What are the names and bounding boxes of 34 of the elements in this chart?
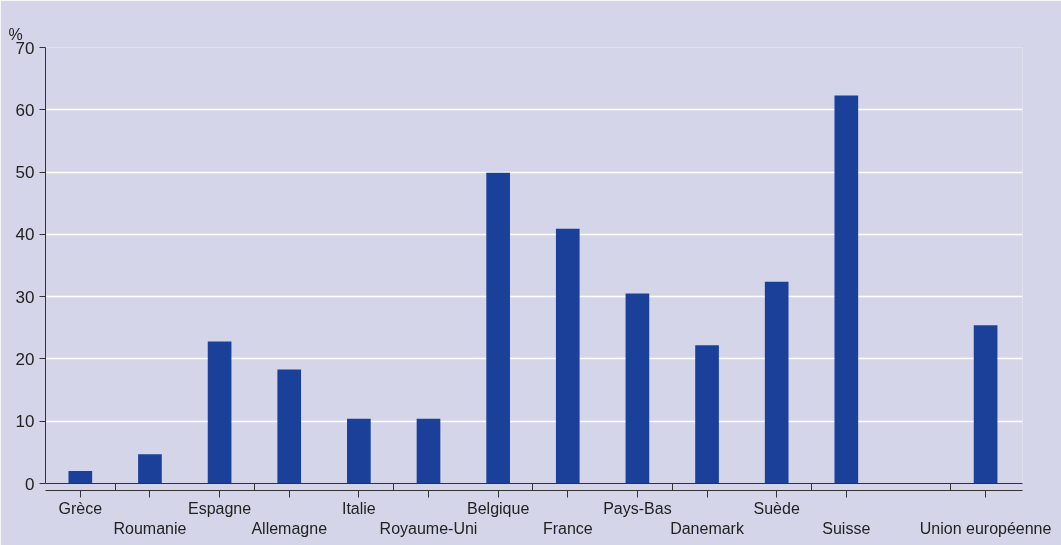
y-tick-label: 20 [15, 349, 35, 369]
y-tick-label: 60 [15, 100, 35, 120]
y-tick-label: 50 [15, 163, 35, 183]
bar [834, 95, 859, 484]
y-axis-title: % [8, 25, 23, 43]
x-tick-label: Italie [341, 499, 376, 517]
y-tick-label: 40 [15, 225, 35, 245]
x-tick-label: Suède [753, 499, 800, 517]
bar [277, 369, 302, 484]
x-tick-label: Royaume-Uni [379, 519, 478, 537]
y-tick-label: 0 [25, 474, 35, 494]
bar [138, 454, 162, 484]
bar [695, 345, 719, 484]
bar [486, 172, 510, 484]
x-tick-label: Espagne [188, 499, 252, 517]
x-tick-label: Pays-Bas [603, 499, 672, 517]
x-tick-label: Danemark [670, 519, 745, 537]
y-tick-label: 30 [15, 287, 35, 307]
x-tick-label: Grèce [58, 499, 103, 517]
bar [207, 341, 232, 484]
bar [555, 228, 580, 484]
bar [416, 418, 441, 484]
x-tick-label: Roumanie [113, 519, 187, 537]
bar [625, 293, 650, 484]
bar [973, 325, 998, 484]
x-tick-label: Union européenne [919, 519, 1052, 537]
bar [764, 281, 789, 484]
bar [347, 418, 371, 484]
y-tick-label: 10 [15, 412, 35, 432]
x-tick-label: Suisse [822, 519, 871, 537]
x-tick-label: Allemagne [251, 519, 328, 537]
x-tick-label: France [542, 519, 593, 537]
x-tick-label: Belgique [467, 499, 530, 517]
bar [68, 471, 93, 484]
